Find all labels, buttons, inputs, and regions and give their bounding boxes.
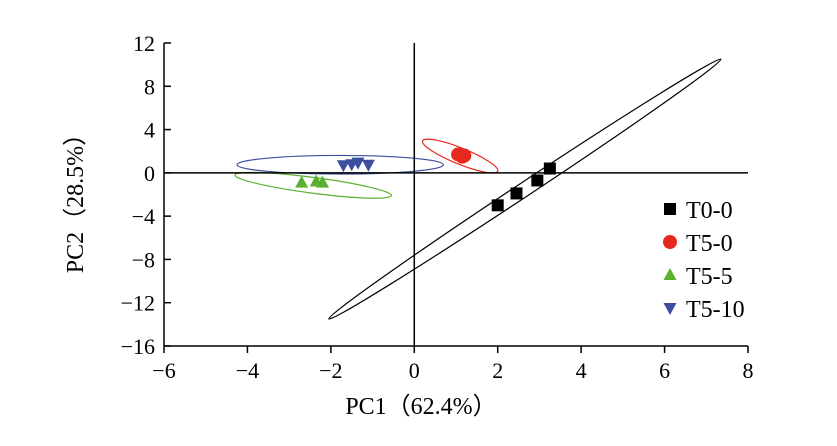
data-point-t5-10 bbox=[361, 159, 375, 172]
y-axis-label: PC2（28.5%） bbox=[63, 122, 89, 273]
legend: T0-0 T5-0 T5-5 T5-10 bbox=[663, 198, 745, 323]
data-points bbox=[295, 147, 556, 212]
x-tick-label: −4 bbox=[236, 358, 259, 383]
data-point-t5-10 bbox=[351, 157, 365, 170]
x-axis-label: PC1（62.4%） bbox=[345, 394, 496, 420]
y-axis-ticks: 12 8 4 0 −4 −8 −12 −16 bbox=[121, 31, 171, 359]
x-tick-label: 4 bbox=[576, 358, 587, 383]
data-point-t5-10 bbox=[336, 160, 350, 173]
x-tick-label: 2 bbox=[492, 358, 503, 383]
x-axis-ticks: −6 −4 −2 0 2 4 6 8 bbox=[152, 346, 754, 383]
y-tick-label: −4 bbox=[132, 204, 155, 229]
y-tick-label: −12 bbox=[121, 291, 155, 316]
data-point-t0-0 bbox=[510, 187, 523, 200]
legend-marker-t0-0 bbox=[664, 203, 676, 215]
x-tick-label: 6 bbox=[659, 358, 670, 383]
confidence-ellipse-t5-5 bbox=[234, 171, 392, 199]
data-point-t0-0 bbox=[531, 174, 544, 187]
y-tick-label: −16 bbox=[121, 334, 155, 359]
x-tick-label: 8 bbox=[743, 358, 754, 383]
legend-label-t0-0: T0-0 bbox=[686, 198, 733, 224]
confidence-ellipse-t5-10 bbox=[236, 154, 445, 175]
data-point-t5-5 bbox=[316, 175, 330, 188]
confidence-ellipses bbox=[234, 58, 722, 320]
x-tick-label: 0 bbox=[409, 358, 420, 383]
legend-label-t5-0: T5-0 bbox=[686, 231, 733, 257]
y-tick-label: 12 bbox=[133, 31, 155, 56]
y-tick-label: 8 bbox=[144, 74, 155, 99]
legend-marker-t5-0 bbox=[663, 235, 677, 249]
y-tick-label: 4 bbox=[144, 118, 155, 143]
legend-marker-t5-5 bbox=[663, 268, 677, 280]
legend-label-t5-5: T5-5 bbox=[686, 264, 733, 290]
confidence-ellipse-t0-0 bbox=[328, 58, 722, 320]
x-tick-label: −2 bbox=[319, 358, 342, 383]
y-tick-label: 0 bbox=[144, 161, 155, 186]
legend-label-t5-10: T5-10 bbox=[686, 297, 745, 323]
data-point-t5-0 bbox=[457, 148, 472, 163]
y-tick-label: −8 bbox=[132, 247, 155, 272]
legend-marker-t5-10 bbox=[663, 303, 677, 315]
confidence-ellipse-t5-0 bbox=[421, 138, 499, 174]
data-point-t0-0 bbox=[491, 199, 504, 212]
data-point-t5-5 bbox=[295, 175, 309, 188]
x-tick-label: −6 bbox=[152, 358, 175, 383]
data-point-t0-0 bbox=[543, 162, 556, 175]
